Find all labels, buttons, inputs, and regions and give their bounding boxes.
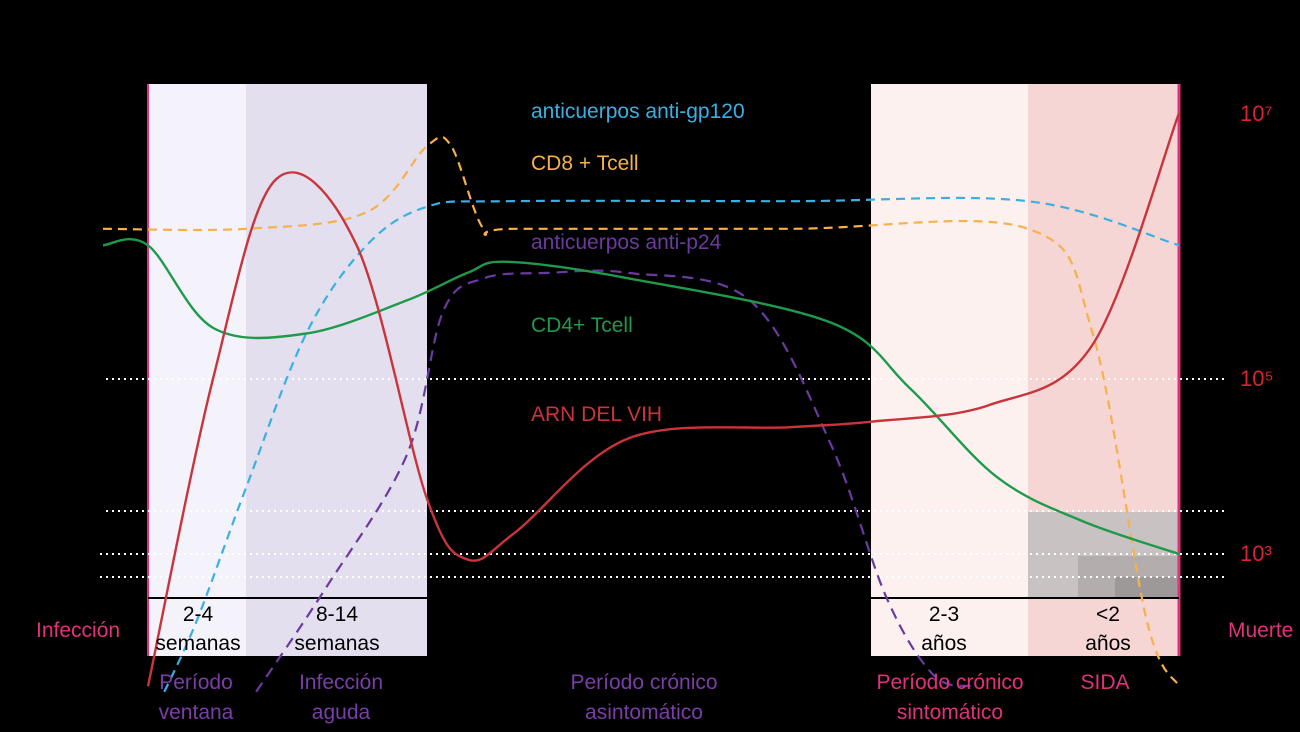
duration-label: <2 — [1096, 603, 1120, 626]
phase-label: Período crónico — [570, 671, 717, 694]
phase-label: sintomático — [897, 701, 1003, 724]
infection-label: Infección — [36, 619, 120, 642]
phase-label: Período — [159, 671, 233, 694]
phase-label: aguda — [312, 701, 371, 724]
death-label: Muerte — [1228, 619, 1293, 642]
duration-label: semanas — [155, 632, 240, 655]
series-label-gp120: anticuerpos anti-gp120 — [531, 100, 745, 123]
series-line-gp120 — [163, 196, 1180, 693]
phase-label: Período crónico — [876, 671, 1023, 694]
series-label-cd8: CD8 + Tcell — [531, 152, 639, 175]
series-label-hiv_rna: ARN DEL VIH — [531, 403, 662, 426]
series-label-p24: anticuerpos anti-p24 — [531, 231, 722, 254]
chronic-symptomatic-band — [871, 84, 1028, 656]
phase-label: ventana — [159, 701, 234, 724]
duration-label: 8-14 — [316, 603, 358, 626]
series-line-cd8 — [102, 135, 1180, 687]
aids-gray-block — [1115, 577, 1179, 598]
duration-label: 2-3 — [929, 603, 959, 626]
duration-label: años — [921, 632, 967, 655]
duration-label: semanas — [294, 632, 379, 655]
phase-label: SIDA — [1080, 671, 1129, 694]
y-tick-label: 10⁷ — [1240, 101, 1272, 126]
series-label-cd4: CD4+ Tcell — [531, 314, 633, 337]
phase-label: asintomático — [585, 701, 703, 724]
y-tick-label: 10³ — [1240, 541, 1272, 566]
duration-label: años — [1085, 632, 1131, 655]
series-line-hiv_rna — [146, 112, 1181, 687]
y-tick-label: 10⁵ — [1240, 366, 1274, 391]
duration-label: 2-4 — [183, 603, 214, 626]
window-period-band — [148, 84, 246, 656]
phase-label: Infección — [299, 671, 383, 694]
